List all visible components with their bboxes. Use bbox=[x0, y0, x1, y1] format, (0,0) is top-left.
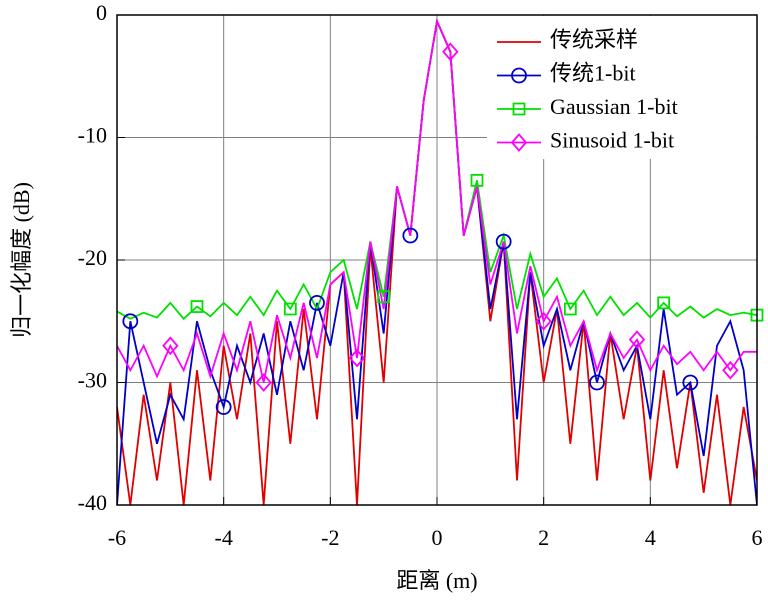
marker bbox=[657, 296, 671, 310]
legend-label: Sinusoid 1-bit bbox=[550, 128, 674, 153]
marker bbox=[495, 233, 512, 250]
y-tick-label: -20 bbox=[78, 245, 107, 270]
x-tick-label: -2 bbox=[321, 525, 339, 550]
marker bbox=[589, 374, 605, 391]
marker bbox=[628, 330, 646, 349]
marker bbox=[309, 294, 325, 311]
marker bbox=[682, 374, 699, 391]
marker bbox=[563, 302, 577, 316]
marker bbox=[442, 42, 459, 62]
y-tick-label: 0 bbox=[96, 0, 107, 25]
marker bbox=[122, 313, 139, 330]
legend-label: Gaussian 1-bit bbox=[550, 94, 678, 119]
x-tick-label: -4 bbox=[215, 525, 233, 550]
marker bbox=[215, 399, 232, 415]
legend-label: 传统采样 bbox=[550, 27, 638, 52]
y-tick-label: -10 bbox=[78, 123, 107, 148]
marker bbox=[722, 360, 739, 380]
x-tick-label: 4 bbox=[645, 525, 656, 550]
marker bbox=[283, 302, 297, 316]
marker bbox=[348, 348, 366, 368]
x-tick-label: 0 bbox=[432, 525, 443, 550]
y-tick-label: -40 bbox=[78, 490, 107, 515]
x-tick-label: 2 bbox=[538, 525, 549, 550]
x-axis-label: 距离 (m) bbox=[396, 568, 477, 593]
legend-marker bbox=[512, 102, 526, 116]
marker bbox=[162, 336, 179, 356]
x-tick-label: -6 bbox=[108, 525, 126, 550]
y-tick-label: -30 bbox=[78, 368, 107, 393]
legend-marker bbox=[510, 133, 528, 152]
marker bbox=[470, 173, 484, 187]
marker bbox=[535, 311, 552, 331]
legend-marker bbox=[511, 67, 527, 84]
marker bbox=[190, 300, 204, 313]
marker bbox=[402, 227, 419, 244]
plot-frame bbox=[116, 14, 758, 506]
legend-label: 传统1-bit bbox=[550, 61, 636, 86]
marker bbox=[377, 290, 391, 304]
x-tick-label: 6 bbox=[752, 525, 763, 550]
legend-box bbox=[487, 16, 756, 159]
series-line bbox=[117, 17, 757, 383]
marker bbox=[255, 373, 272, 392]
y-axis-label: 归一化幅度 (dB) bbox=[9, 182, 34, 338]
